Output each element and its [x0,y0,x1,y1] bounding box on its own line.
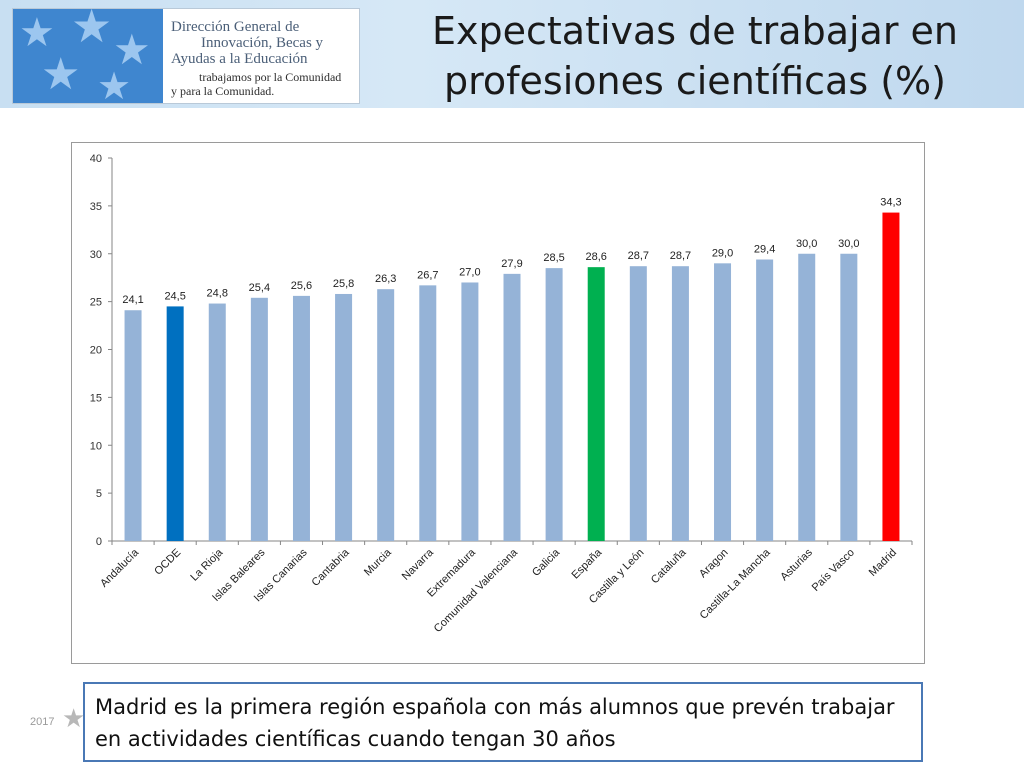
bar [798,253,816,541]
x-tick-label: España [569,546,604,581]
y-tick-label: 35 [90,201,102,213]
stars-emblem: ★ ★ ★ ★ ★ [13,9,163,103]
y-tick-label: 30 [90,249,102,261]
bar [250,297,268,541]
x-tick-label: País Vasco [810,547,857,594]
x-tick-label: Navarra [400,546,437,583]
bar [671,266,689,541]
data-label: 28,5 [543,252,564,264]
bar [545,268,563,541]
data-label: 24,5 [164,290,185,302]
x-tick-label: Madrid [867,547,899,579]
data-label: 25,6 [291,280,312,292]
x-tick-label: Comunidad Valenciana [432,546,521,635]
y-tick-label: 5 [96,488,102,500]
bar [292,295,310,541]
data-label: 28,7 [628,250,649,262]
data-label: 27,0 [459,266,480,278]
footer-year: 2017 [30,716,55,728]
bar [756,259,774,541]
data-label: 29,4 [754,243,775,255]
bar [377,289,395,541]
bar [461,282,479,541]
bar [335,293,353,541]
bar [714,263,732,541]
y-tick-label: 40 [90,153,102,165]
y-tick-label: 25 [90,297,102,309]
logo-line: Innovación, Becas y [201,35,324,51]
logo-line: Ayudas a la Educación [171,51,308,67]
data-label: 26,7 [417,269,438,281]
x-tick-label: Cantabria [309,546,352,589]
logo-text: Dirección General de Innovación, Becas y… [171,19,357,98]
x-tick-label: Cataluña [649,546,689,586]
x-tick-label: Aragon [697,547,731,581]
y-tick-label: 10 [90,440,102,452]
data-label: 30,0 [796,238,817,250]
star-icon: ★ [97,64,132,103]
x-tick-label: Asturias [778,546,815,583]
data-label: 29,0 [712,247,733,259]
data-label: 28,6 [585,251,606,263]
star-icon: ★ [113,25,151,74]
data-label: 25,8 [333,278,354,290]
star-icon: ★ [62,704,86,734]
data-label: 25,4 [249,282,270,294]
y-tick-label: 20 [90,345,102,357]
bar [503,273,521,541]
bar-chart: 0 5 10 15 20 25 30 35 40 24,1 Andalucía 24,5 OCDE 24,… [90,153,913,635]
bar [882,212,900,541]
bar [840,253,858,541]
data-label: 24,8 [207,288,228,300]
star-icon: ★ [71,9,113,53]
x-tick-label: Andalucía [98,546,142,590]
bar [124,310,142,541]
x-tick-label: OCDE [152,547,183,578]
bar [166,306,184,541]
x-tick-label: Galicia [530,546,563,579]
logo-motto: y para la Comunidad. [171,84,275,98]
x-tick-label: La Rioja [188,546,226,584]
logo-motto: trabajamos por la Comunidad [199,70,342,84]
bar [208,303,226,541]
bar [629,266,647,541]
chart-frame: 0 5 10 15 20 25 30 35 40 24,1 Andalucía 24,5 OCDE 24,… [71,142,925,664]
y-tick-label: 0 [96,536,102,548]
star-icon: ★ [19,10,55,56]
data-label: 28,7 [670,250,691,262]
x-tick-label: Murcia [362,546,394,578]
data-label: 27,9 [501,258,522,270]
bar [587,267,605,541]
data-label: 24,1 [122,294,143,306]
page-title: Expectativas de trabajar en profesiones … [432,9,958,103]
callout-box: Madrid es la primera región española con… [83,682,923,762]
logo-line: Dirección General de [171,19,300,35]
data-label: 26,3 [375,273,396,285]
y-tick-label: 15 [90,392,102,404]
data-label: 34,3 [880,197,901,209]
logo: ★ ★ ★ ★ ★ Dirección General de Innovació… [12,8,360,104]
x-tick-label: Castilla-La Mancha [698,546,774,622]
star-icon: ★ [41,49,81,100]
bar [419,285,437,541]
data-label: 30,0 [838,238,859,250]
